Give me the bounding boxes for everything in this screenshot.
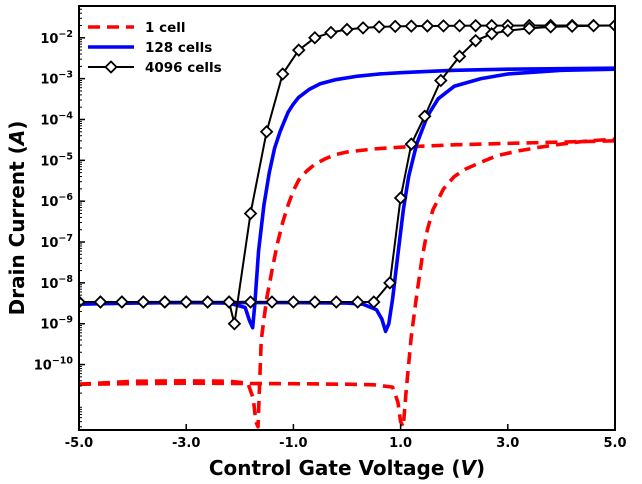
- data-point: [265, 295, 279, 309]
- data-point: [329, 295, 344, 309]
- series-1-cell: [79, 137, 615, 429]
- y-tick-label: 10−9: [40, 315, 73, 333]
- legend-label: 4096 cells: [145, 60, 222, 76]
- data-point: [115, 295, 129, 309]
- legend-label: 128 cells: [145, 40, 212, 56]
- y-tick-label: 10−8: [40, 274, 73, 292]
- data-point: [393, 191, 408, 205]
- y-tick-label: 10−5: [40, 151, 73, 169]
- data-point: [501, 23, 515, 38]
- y-tick-label: 10−7: [40, 233, 73, 251]
- data-point: [222, 295, 236, 309]
- data-point: [350, 295, 365, 309]
- data-point: [436, 19, 451, 33]
- data-point: [586, 18, 601, 33]
- series-line: [79, 137, 615, 429]
- data-point: [243, 295, 258, 309]
- legend: 1 cell 128 cells 4096 cells: [88, 20, 222, 76]
- data-point: [259, 125, 274, 139]
- x-tick-label: -1.0: [279, 436, 307, 451]
- data-point: [372, 20, 386, 34]
- data-point: [367, 295, 381, 309]
- series-line: [79, 66, 615, 330]
- data-point: [93, 295, 108, 309]
- data-point: [417, 109, 432, 124]
- data-point: [388, 19, 403, 34]
- data-point: [356, 21, 370, 35]
- legend-label: 1 cell: [145, 20, 186, 36]
- data-point: [136, 295, 151, 309]
- x-tick-label: 3.0: [496, 436, 519, 451]
- series-128-cells: [79, 66, 615, 334]
- data-point: [324, 25, 338, 40]
- y-tick-label: 10−10: [34, 356, 74, 374]
- data-point: [565, 19, 579, 33]
- data-point: [286, 295, 301, 309]
- data-point: [179, 295, 193, 309]
- x-tick-label: -5.0: [65, 436, 93, 451]
- data-point: [543, 20, 558, 34]
- data-point: [452, 18, 467, 33]
- series-line: [79, 67, 615, 334]
- data-point: [404, 137, 419, 151]
- data-point: [227, 316, 242, 331]
- x-tick-label: -3.0: [172, 436, 200, 451]
- data-point: [308, 31, 322, 45]
- y-tick-label: 10−4: [40, 110, 73, 128]
- series-4096-cells: [79, 18, 615, 331]
- plot-frame: [78, 5, 616, 431]
- data-point: [468, 18, 483, 33]
- data-point: [434, 73, 448, 88]
- data-point: [275, 67, 290, 81]
- ticks-layer: -5.0 -3.0 -1.0 1.0 3.0 5.0 10−10 10−9 10−8 10−7 10…: [34, 5, 627, 451]
- x-axis-label: Control Gate Voltage (V): [209, 456, 485, 480]
- data-point: [291, 43, 306, 57]
- legend-marker: [104, 60, 118, 74]
- series-layer: [79, 18, 615, 429]
- data-point: [608, 18, 615, 33]
- data-point: [484, 27, 499, 41]
- data-point: [308, 295, 322, 309]
- data-point: [157, 295, 172, 309]
- y-tick-label: 10−6: [40, 192, 73, 210]
- data-point: [452, 49, 467, 64]
- data-point: [522, 21, 537, 36]
- data-point: [340, 22, 354, 37]
- data-point: [200, 295, 215, 309]
- data-point: [243, 206, 258, 221]
- data-point: [383, 276, 397, 290]
- y-tick-label: 10−2: [40, 29, 73, 47]
- data-point: [468, 33, 483, 48]
- x-tick-label: 1.0: [389, 436, 412, 451]
- x-tick-label: 5.0: [603, 436, 626, 451]
- data-point: [420, 19, 435, 33]
- data-point: [404, 19, 419, 33]
- y-tick-label: 10−3: [40, 70, 73, 88]
- y-axis-label: Drain Current (A): [5, 121, 29, 316]
